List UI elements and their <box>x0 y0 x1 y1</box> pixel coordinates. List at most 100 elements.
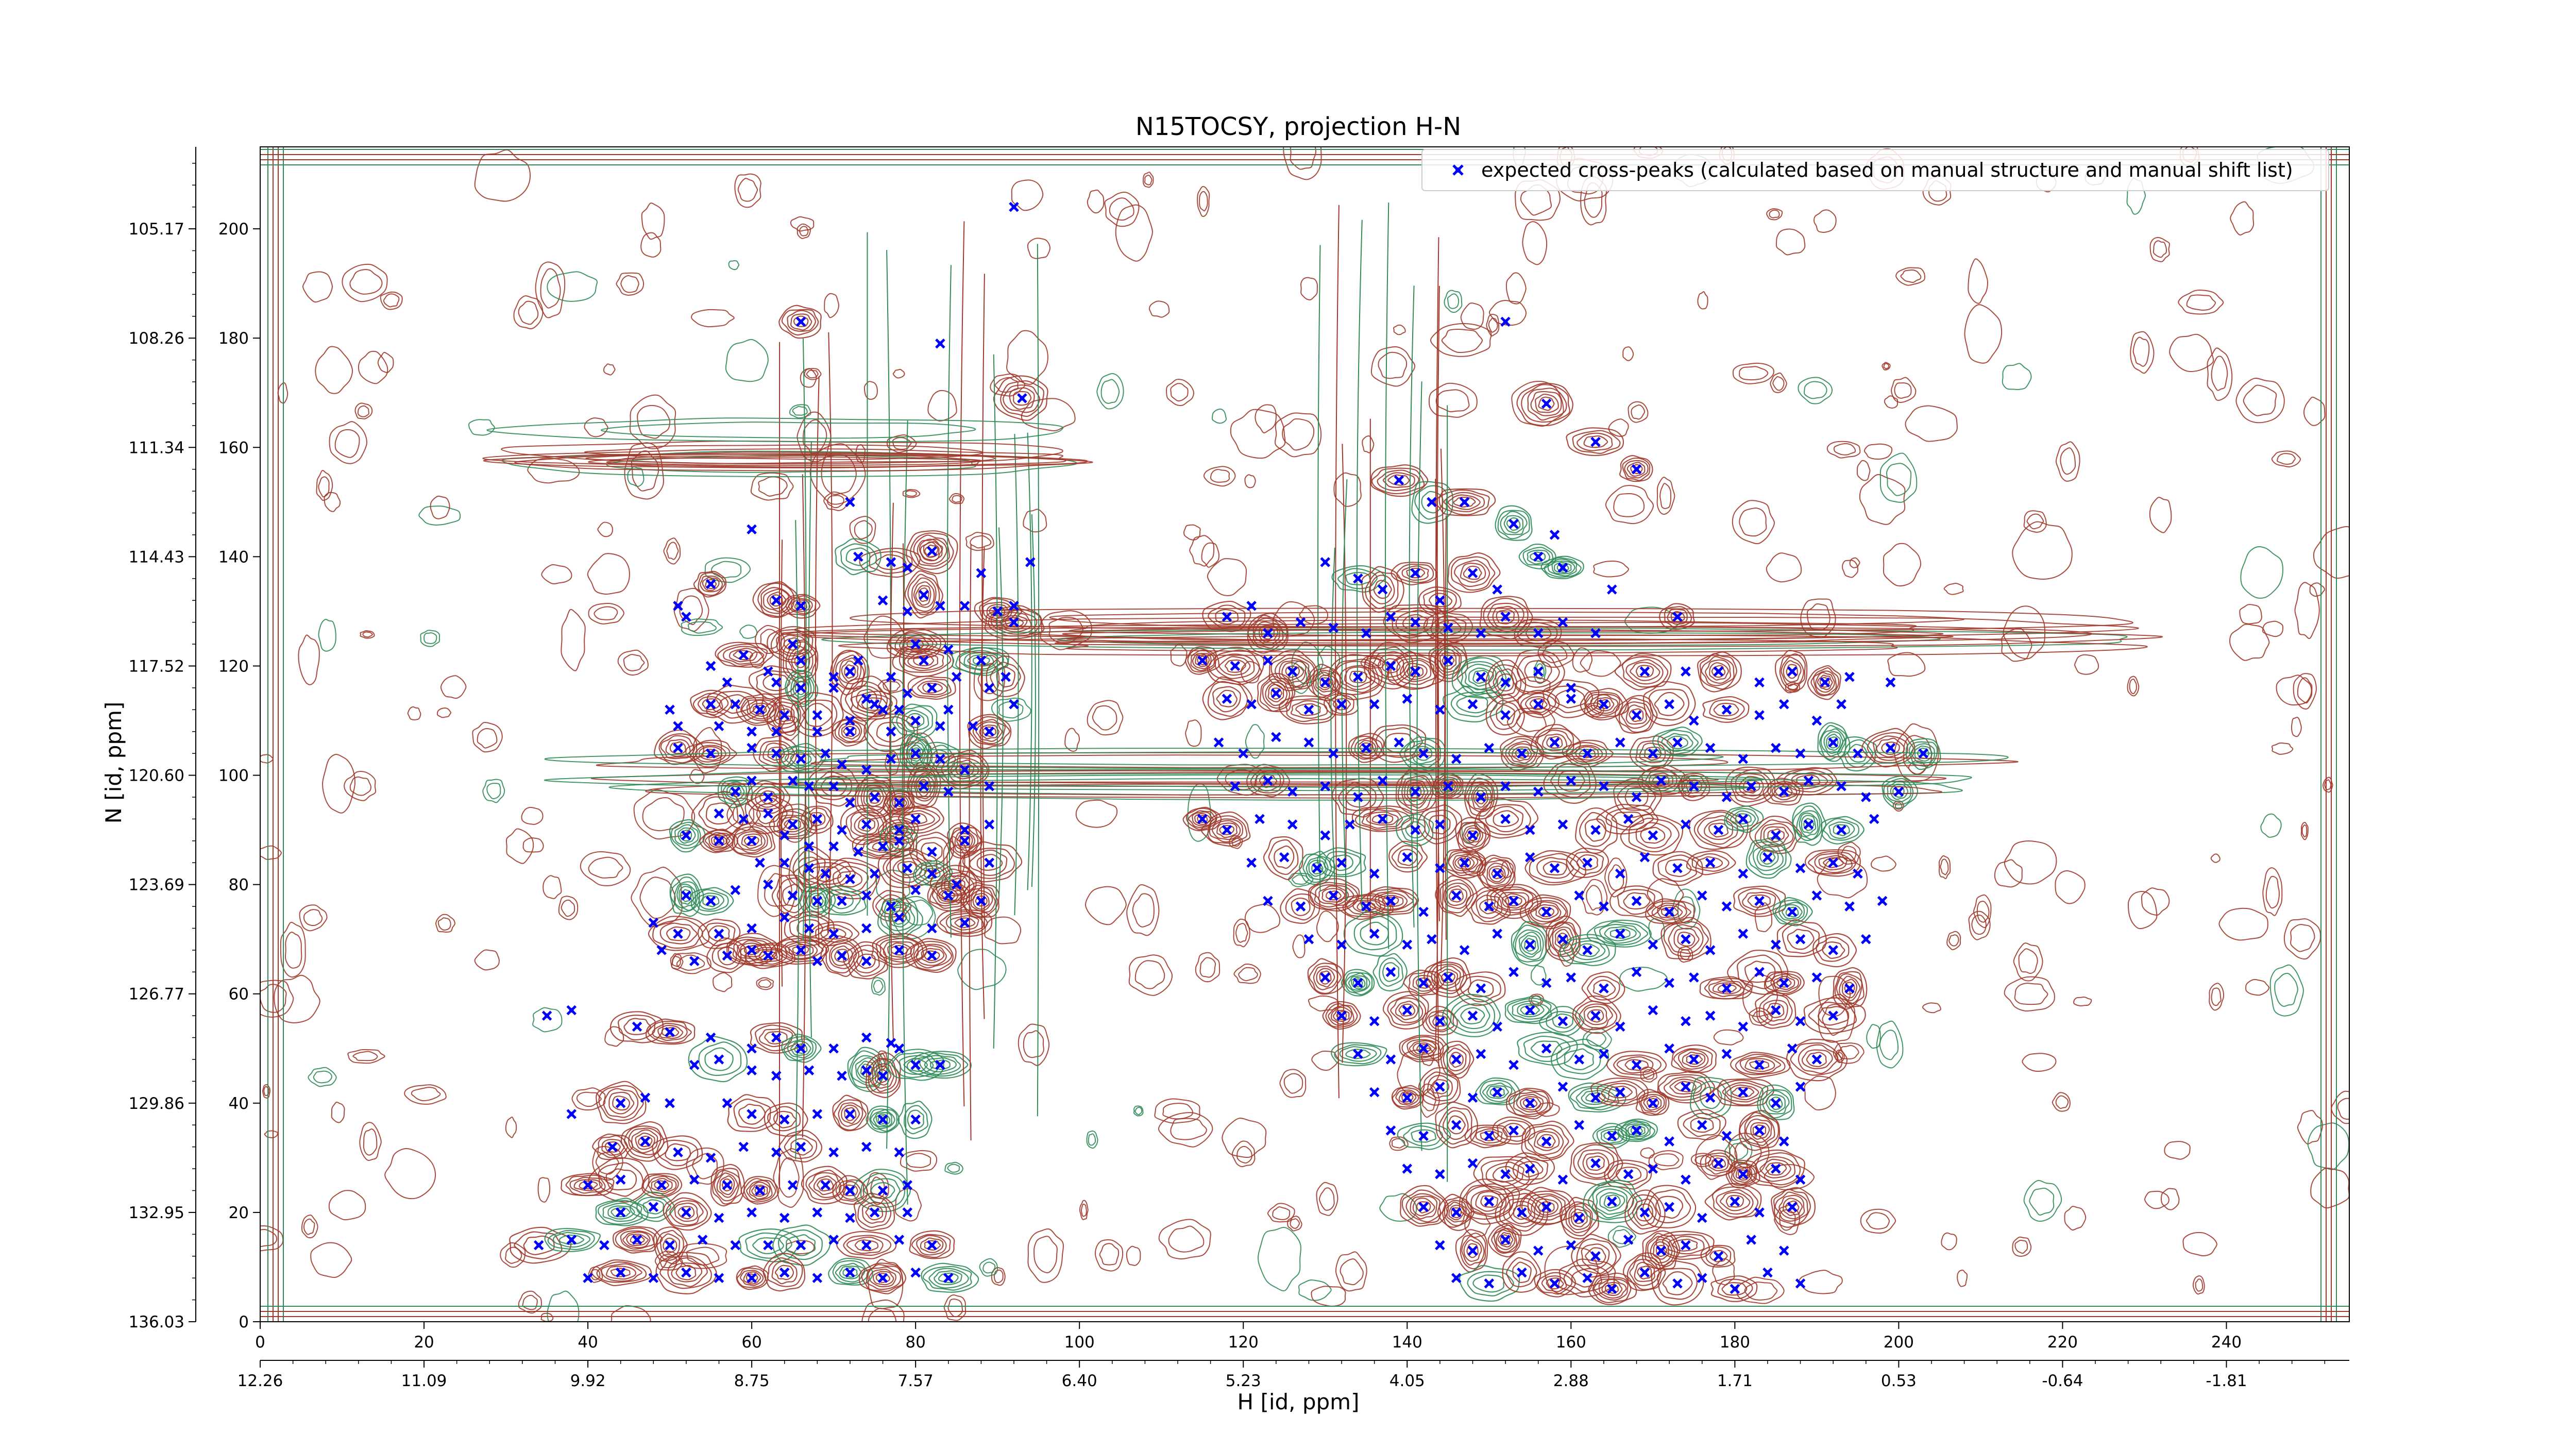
contour-line <box>1417 804 1463 845</box>
contour-line <box>1488 317 1498 333</box>
contour-line <box>947 822 983 859</box>
cross-peak-marker <box>837 1071 847 1081</box>
contour-line <box>1405 821 1426 839</box>
cross-peak-marker <box>1582 748 1592 759</box>
cross-peak-marker <box>722 1098 733 1108</box>
contour-line <box>854 814 879 835</box>
contour-line <box>1601 1282 1623 1296</box>
contour-line <box>600 422 976 439</box>
contour-line <box>1607 1225 1636 1248</box>
contour-line <box>423 632 437 644</box>
contour-line <box>1883 363 1889 369</box>
contour-line <box>911 1234 951 1258</box>
cross-peak-marker <box>1410 617 1420 628</box>
contour-line <box>1585 694 1620 716</box>
contour-line <box>1475 1191 1503 1212</box>
contour-line <box>547 271 598 302</box>
contour-line <box>1826 733 1841 751</box>
contour-line <box>861 1299 905 1322</box>
contour-line <box>689 742 731 765</box>
contour-line <box>316 469 333 501</box>
cross-peak-marker <box>705 1153 716 1163</box>
contour-line <box>1611 811 1645 828</box>
cross-peak-marker <box>1754 1125 1765 1136</box>
contour-line <box>677 827 696 844</box>
cross-peak-marker <box>1738 1021 1749 1032</box>
cross-peak-marker <box>747 945 757 955</box>
contour-line <box>2293 673 2317 710</box>
contour-line <box>1884 395 1899 409</box>
contour-line <box>1033 1236 1058 1273</box>
contour-line <box>1739 366 1769 381</box>
contour-line <box>1235 923 1248 943</box>
contour-line <box>863 381 878 400</box>
contour-line <box>1473 1156 1539 1195</box>
contour-line <box>1109 197 1134 221</box>
cross-peak-marker <box>648 1273 659 1283</box>
cross-peak-marker <box>1443 622 1453 633</box>
contour-line <box>1566 847 1609 878</box>
cross-peak-marker <box>1476 628 1486 638</box>
contour-line <box>1318 885 1349 905</box>
contour-line <box>809 812 826 827</box>
contour-line <box>280 922 306 978</box>
contour-line <box>817 1178 834 1192</box>
contour-line <box>1666 735 1688 750</box>
cross-peak-marker <box>992 606 1003 617</box>
contour-line <box>596 1081 647 1124</box>
contour-line <box>919 1055 961 1075</box>
cross-peak-marker <box>1533 666 1544 677</box>
contour-line <box>623 1018 651 1035</box>
contour-line <box>605 1266 636 1280</box>
contour-line <box>902 488 921 498</box>
contour-line <box>977 663 1000 695</box>
cross-peak-marker <box>910 639 921 649</box>
contour-line <box>671 1262 703 1283</box>
contour-line <box>1361 809 1403 829</box>
cross-peak-marker <box>927 847 937 857</box>
cross-peak-marker <box>1656 776 1667 786</box>
contour-line <box>1709 1250 1728 1262</box>
contour-line <box>1883 543 1922 586</box>
contour-line <box>1957 1269 1968 1287</box>
cross-peak-marker <box>747 726 757 737</box>
contour-line <box>313 1070 332 1084</box>
y-ppm-tick-label: 108.26 <box>129 329 184 348</box>
contour-line <box>1531 995 1542 1005</box>
contour-line <box>1859 474 1906 525</box>
contour-line <box>951 827 979 854</box>
contour-line <box>693 570 727 598</box>
contour-line <box>1397 772 1434 811</box>
contour-line <box>1787 929 1815 950</box>
cross-peak-marker <box>779 1212 790 1223</box>
contour-line <box>834 719 867 744</box>
cross-peak-marker <box>1484 901 1495 912</box>
cross-peak-marker <box>689 956 700 966</box>
contour-line <box>1555 688 1586 709</box>
contour-line <box>1432 1015 1448 1027</box>
contour-line <box>928 1268 969 1289</box>
contour-line <box>523 1235 555 1255</box>
contour-line <box>1412 1042 1435 1055</box>
cross-peak-marker <box>1353 978 1363 988</box>
contour-line <box>1439 1040 1475 1079</box>
contour-line <box>911 678 952 698</box>
contour-line <box>722 646 765 665</box>
x-tick-label: 4.05 <box>1389 1372 1425 1390</box>
contour-line <box>857 1060 875 1081</box>
contour-line <box>1270 654 1315 689</box>
cross-peak-marker <box>1246 601 1257 611</box>
contour-line <box>2073 997 2092 1007</box>
cross-peak-marker <box>861 1240 872 1251</box>
contour-line <box>1591 1185 1635 1219</box>
contour-line <box>936 886 962 904</box>
cross-peak-marker <box>566 1235 577 1245</box>
contour-line <box>1625 1123 1649 1137</box>
contour-line <box>1841 979 1857 999</box>
cross-peak-marker <box>779 857 790 868</box>
contour-line <box>939 911 988 935</box>
contour-line <box>1659 483 1672 509</box>
contour-line <box>521 806 544 825</box>
contour-line <box>776 708 792 722</box>
contour-line <box>1587 975 1620 1001</box>
